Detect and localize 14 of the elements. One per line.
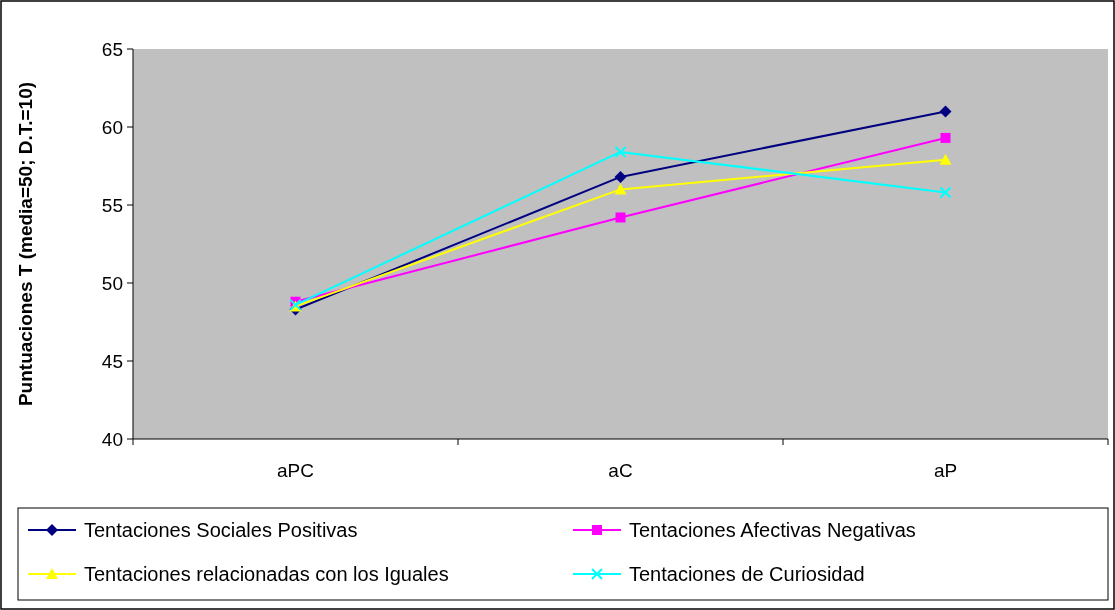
y-tick-label: 50 [101,272,123,294]
legend-label: Tentaciones relacionadas con los Iguales [84,563,449,585]
y-tick-label: 55 [101,194,123,216]
y-tick-label: 60 [101,116,123,138]
y-tick-label: 45 [101,350,123,372]
x-tick-label: aPC [277,460,314,481]
legend-label: Tentaciones Afectivas Negativas [629,519,916,541]
y-tick-label: 65 [101,38,123,60]
x-tick-label: aP [933,460,958,481]
y-axis-title: Puntuaciones T (media=50; D.T.=10) [15,81,36,407]
y-tick-label: 40 [101,428,123,450]
legend-label: Tentaciones Sociales Positivas [84,519,358,541]
x-tick-label: aC [608,460,633,481]
legend-label: Tentaciones de Curiosidad [629,563,865,585]
